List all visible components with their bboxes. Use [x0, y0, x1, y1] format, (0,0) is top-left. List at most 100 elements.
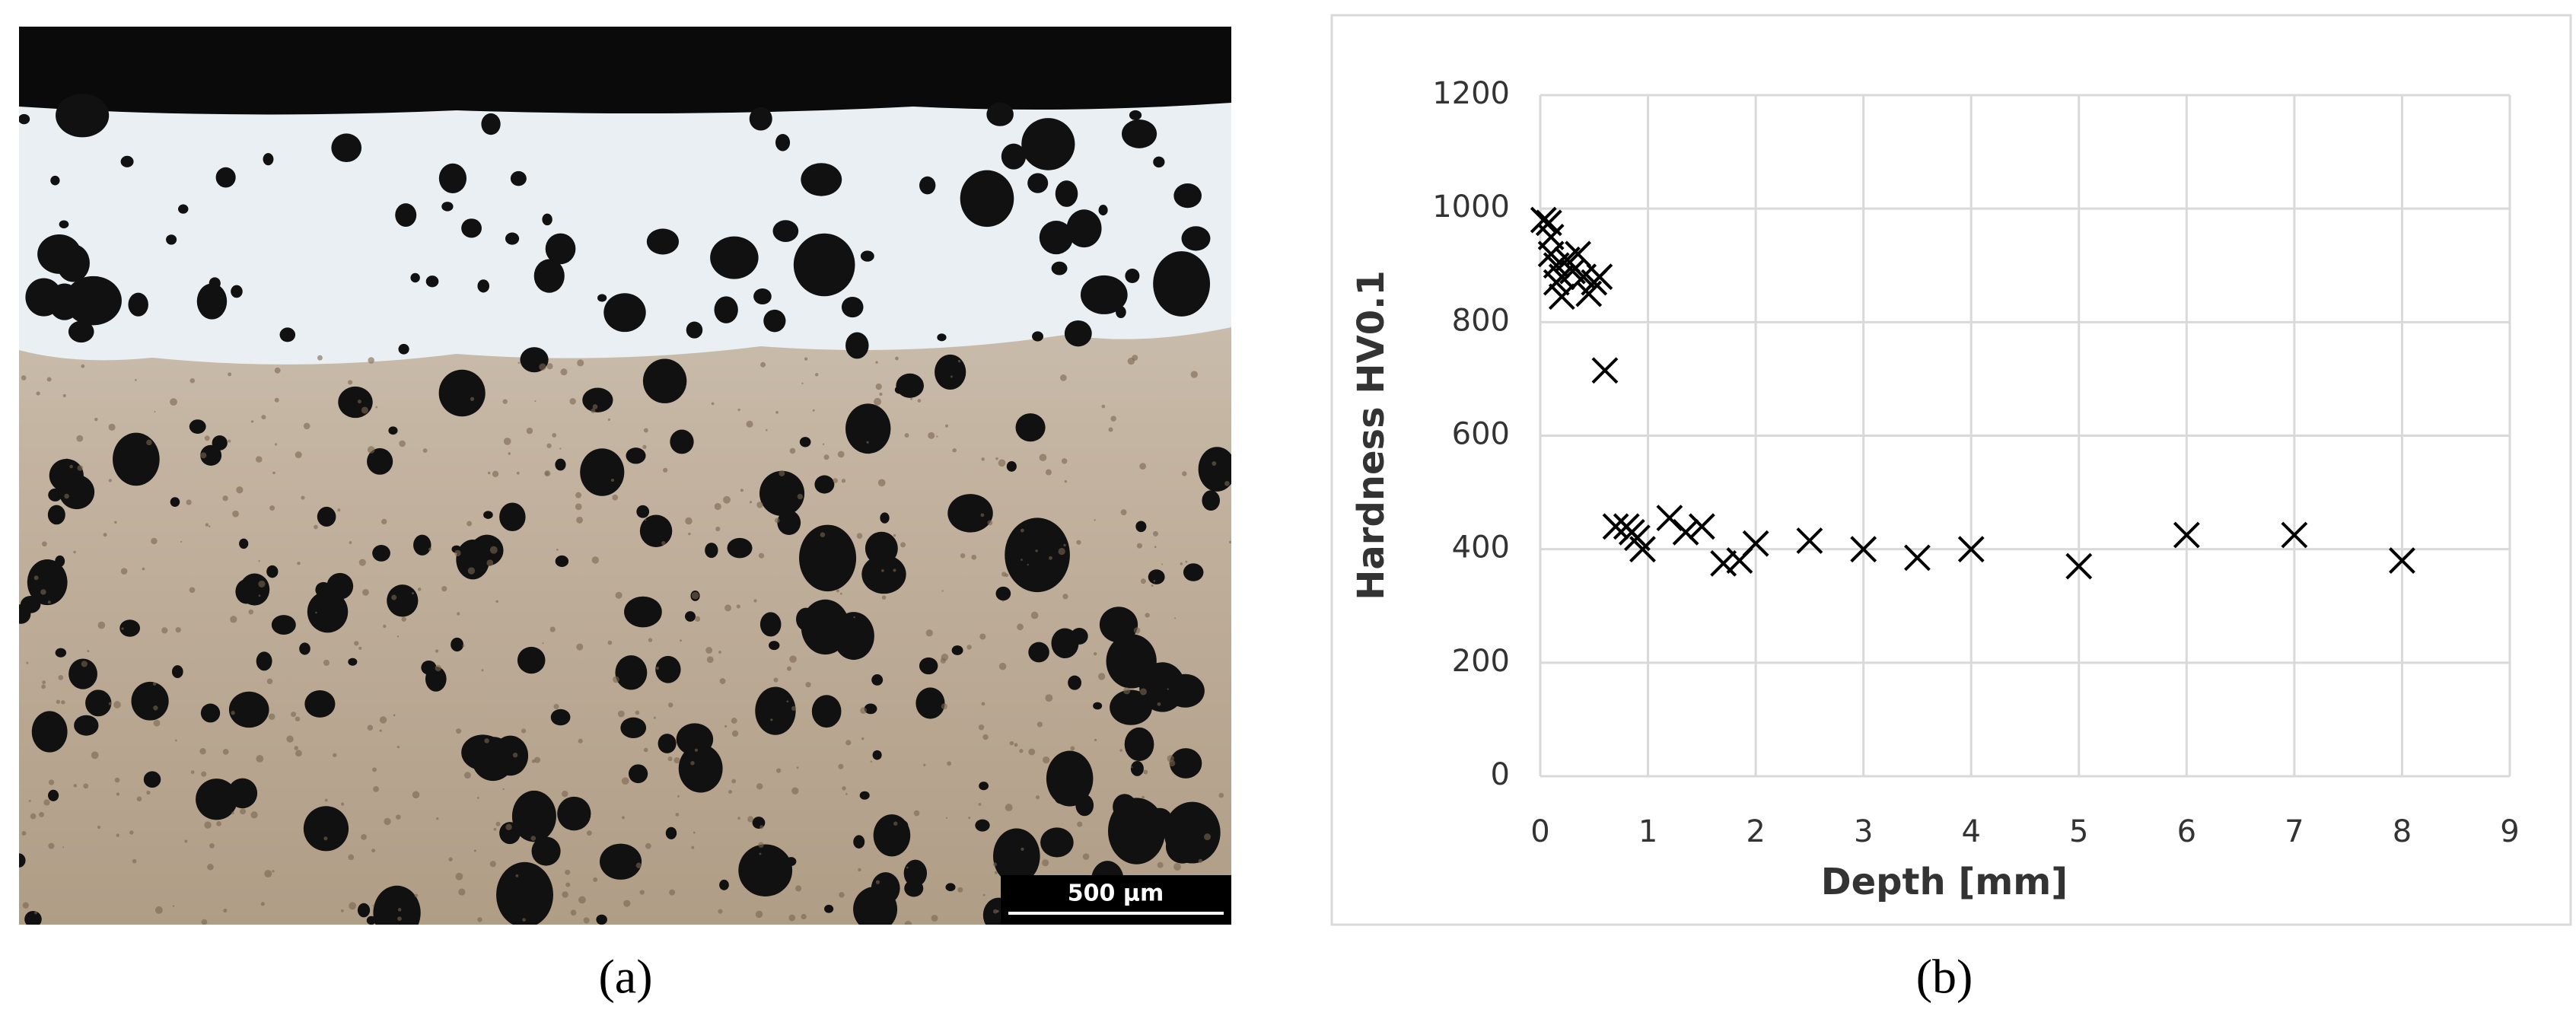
pore: [935, 354, 966, 390]
pore: [714, 296, 738, 323]
pore: [413, 534, 431, 556]
speck: [575, 503, 582, 511]
pore: [624, 596, 662, 628]
speck: [583, 917, 590, 924]
speck: [153, 705, 158, 711]
speck: [61, 700, 65, 705]
speck: [258, 594, 261, 597]
speck: [502, 788, 505, 791]
pore: [438, 369, 486, 417]
speck: [1174, 617, 1177, 619]
speck: [957, 359, 961, 363]
speck: [980, 513, 985, 517]
speck: [957, 887, 963, 893]
speck: [789, 655, 797, 663]
speck: [367, 724, 374, 731]
speck: [607, 418, 611, 421]
speck: [108, 423, 116, 431]
pores: [19, 94, 1231, 925]
pore: [511, 790, 556, 842]
pore: [1006, 460, 1017, 472]
speck: [994, 871, 998, 874]
speck: [1204, 833, 1211, 841]
speck: [755, 910, 763, 919]
speck: [495, 821, 501, 826]
pore: [557, 796, 591, 831]
speck: [796, 766, 799, 769]
marker: [2389, 547, 2415, 574]
speck: [1224, 481, 1230, 486]
speck: [960, 552, 966, 559]
speck: [758, 842, 764, 848]
pore: [975, 819, 990, 832]
speck: [1035, 549, 1038, 552]
speck: [881, 595, 887, 600]
speck: [87, 650, 90, 653]
speck: [786, 700, 789, 702]
pore: [171, 665, 183, 679]
speck: [222, 495, 228, 502]
speck: [740, 489, 744, 492]
pore: [763, 309, 786, 333]
speck: [231, 711, 235, 715]
speck: [396, 814, 401, 820]
speck: [186, 499, 192, 505]
speck: [1218, 792, 1224, 798]
speck: [161, 627, 168, 634]
speck: [562, 891, 568, 898]
marker: [1586, 263, 1613, 291]
speck: [172, 905, 175, 907]
speck: [1061, 458, 1068, 464]
pore: [317, 506, 336, 527]
speck: [48, 779, 55, 785]
speck: [516, 471, 520, 475]
pore: [880, 512, 890, 524]
speck: [116, 792, 120, 796]
speck: [812, 409, 815, 412]
speck: [546, 443, 552, 448]
speck: [315, 611, 317, 614]
speck: [1153, 530, 1159, 537]
speck: [623, 900, 631, 907]
speck: [559, 447, 562, 450]
pore: [860, 250, 874, 262]
speck: [358, 559, 366, 566]
speck: [820, 532, 826, 537]
speck: [998, 662, 1007, 670]
speck: [1228, 540, 1231, 544]
pore: [1098, 205, 1108, 216]
pore: [348, 658, 358, 666]
speck: [435, 649, 439, 653]
speck: [417, 588, 422, 591]
speck: [895, 356, 899, 361]
marker: [2173, 521, 2200, 549]
pore: [266, 565, 279, 578]
speck: [441, 586, 447, 592]
speck: [489, 861, 496, 868]
pore: [59, 220, 69, 229]
speck: [114, 521, 117, 524]
pore: [1113, 794, 1137, 820]
speck: [33, 575, 39, 581]
speck: [455, 872, 463, 880]
pore: [510, 170, 527, 186]
speck: [861, 737, 865, 740]
pore: [859, 791, 870, 800]
speck: [621, 777, 629, 785]
speck: [274, 397, 279, 403]
speck: [21, 375, 27, 381]
speck: [1110, 416, 1116, 422]
speck: [180, 540, 183, 543]
pore: [1181, 226, 1211, 251]
pore: [196, 779, 238, 820]
caption: (b): [1916, 950, 1973, 1004]
speck: [151, 537, 158, 545]
speck: [845, 740, 852, 746]
speck: [635, 862, 642, 868]
pore: [947, 494, 993, 533]
speck: [928, 431, 935, 439]
speck: [823, 454, 829, 460]
speck: [189, 377, 196, 384]
speck: [879, 392, 883, 396]
x-axis-title: Depth [mm]: [1821, 861, 2068, 903]
